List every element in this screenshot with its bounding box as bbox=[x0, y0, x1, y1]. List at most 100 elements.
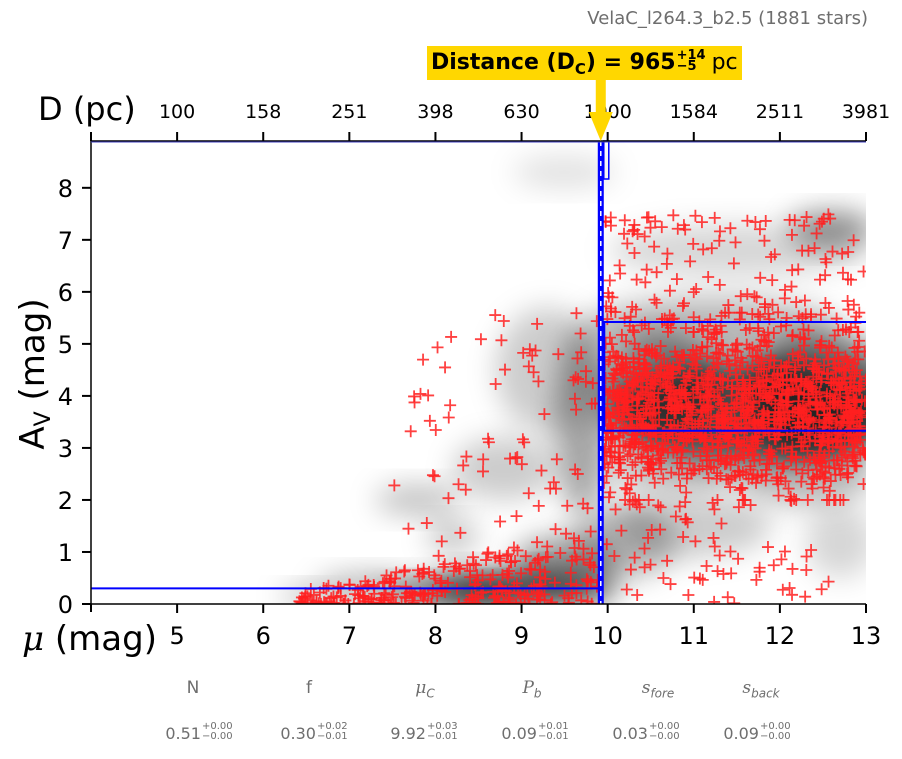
data-point bbox=[760, 373, 773, 386]
data-point bbox=[665, 387, 678, 400]
data-point bbox=[750, 573, 763, 586]
data-point bbox=[511, 451, 524, 464]
data-point bbox=[546, 596, 559, 604]
data-point bbox=[733, 313, 746, 326]
data-point bbox=[687, 237, 700, 250]
data-point bbox=[630, 368, 643, 381]
data-point bbox=[720, 355, 733, 368]
data-point bbox=[754, 310, 767, 323]
data-point bbox=[612, 405, 625, 418]
data-point bbox=[577, 542, 590, 555]
data-point bbox=[429, 572, 442, 585]
data-point bbox=[798, 455, 811, 468]
data-point bbox=[497, 315, 510, 328]
data-point bbox=[729, 453, 742, 466]
data-point bbox=[438, 558, 451, 571]
data-point bbox=[724, 222, 737, 235]
data-point bbox=[529, 344, 542, 357]
x-tick-label: 8 bbox=[428, 622, 443, 650]
data-point bbox=[471, 569, 484, 582]
data-point bbox=[515, 458, 528, 471]
data-point bbox=[612, 466, 625, 479]
data-point bbox=[850, 310, 863, 323]
y-tick-label: 7 bbox=[58, 227, 73, 255]
data-point bbox=[653, 413, 666, 426]
data-point bbox=[735, 481, 748, 494]
data-point bbox=[323, 595, 336, 604]
data-point bbox=[641, 461, 654, 474]
data-point bbox=[547, 476, 560, 489]
y-tick-label: 3 bbox=[58, 435, 73, 463]
x-tick-label: 11 bbox=[679, 622, 710, 650]
data-point bbox=[665, 466, 678, 479]
data-point bbox=[806, 482, 819, 495]
y-tick-label: 4 bbox=[58, 383, 73, 411]
data-point bbox=[417, 353, 430, 366]
data-point bbox=[569, 463, 582, 476]
data-point bbox=[853, 334, 866, 347]
data-point bbox=[614, 464, 627, 477]
data-point bbox=[639, 366, 652, 379]
data-point bbox=[766, 380, 779, 393]
density-blob bbox=[616, 494, 772, 558]
data-point bbox=[707, 531, 720, 544]
data-point bbox=[708, 595, 721, 604]
data-point bbox=[673, 500, 686, 513]
data-point bbox=[580, 573, 593, 586]
data-point bbox=[780, 396, 793, 409]
data-point bbox=[822, 301, 835, 314]
data-point bbox=[701, 331, 714, 344]
data-point bbox=[790, 296, 803, 309]
data-point bbox=[445, 330, 458, 343]
data-point bbox=[733, 483, 746, 496]
data-point bbox=[644, 409, 657, 422]
data-point bbox=[650, 350, 663, 363]
x-tick-label: 5 bbox=[169, 622, 184, 650]
data-point bbox=[815, 435, 828, 448]
data-point bbox=[614, 267, 627, 280]
data-point bbox=[718, 458, 731, 471]
data-point bbox=[720, 456, 733, 469]
data-point bbox=[489, 377, 502, 390]
data-point bbox=[606, 372, 619, 385]
data-point bbox=[621, 365, 634, 378]
data-point bbox=[628, 326, 641, 339]
param-value-f: 0.30 +0.02 −0.01 bbox=[280, 720, 348, 743]
data-point bbox=[741, 288, 754, 301]
data-point bbox=[799, 590, 812, 603]
distance-annotation: Distance (DC) = 965 +14 −5 pc bbox=[427, 46, 742, 80]
data-point bbox=[687, 445, 700, 458]
data-point bbox=[602, 287, 615, 300]
data-point bbox=[819, 252, 832, 265]
data-point bbox=[612, 446, 625, 459]
data-point bbox=[613, 453, 626, 466]
data-point bbox=[707, 352, 720, 365]
data-point bbox=[439, 361, 452, 374]
data-point bbox=[695, 216, 708, 229]
data-point bbox=[663, 385, 676, 398]
data-point bbox=[820, 390, 833, 403]
data-point bbox=[499, 363, 512, 376]
data-point bbox=[687, 464, 700, 477]
data-point bbox=[847, 234, 860, 247]
data-point bbox=[689, 209, 702, 222]
data-point bbox=[550, 453, 563, 466]
data-point bbox=[742, 444, 755, 457]
data-point bbox=[761, 541, 774, 554]
data-point bbox=[689, 535, 702, 548]
data-point bbox=[668, 440, 681, 453]
y-tick-label: 1 bbox=[58, 539, 73, 567]
data-point bbox=[798, 294, 811, 307]
data-point bbox=[525, 563, 538, 576]
data-point bbox=[388, 479, 401, 492]
density-blob bbox=[513, 156, 617, 188]
data-point bbox=[792, 310, 805, 323]
data-point bbox=[538, 408, 551, 421]
data-point bbox=[636, 380, 649, 393]
data-point bbox=[846, 448, 859, 461]
x-tick-label: 9 bbox=[514, 622, 529, 650]
data-point bbox=[604, 211, 617, 224]
data-point bbox=[640, 211, 653, 224]
data-point bbox=[815, 583, 828, 596]
data-point bbox=[805, 308, 818, 321]
